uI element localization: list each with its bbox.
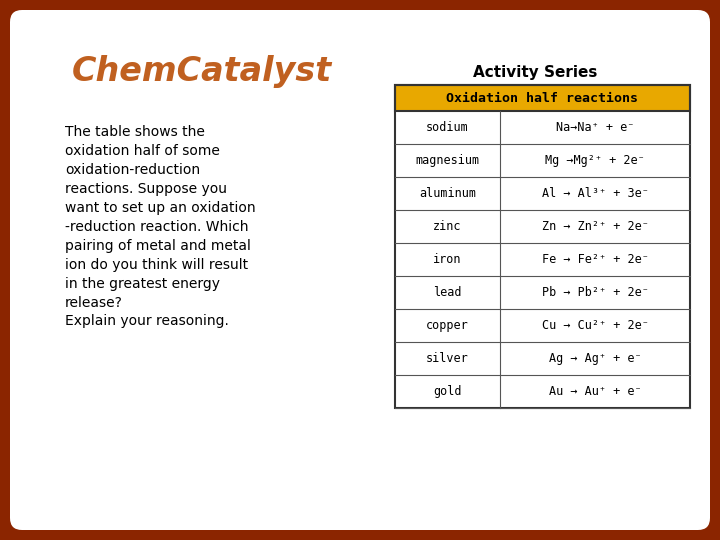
Text: Ag → Ag⁺ + e⁻: Ag → Ag⁺ + e⁻ xyxy=(549,352,642,365)
Text: Au → Au⁺ + e⁻: Au → Au⁺ + e⁻ xyxy=(549,385,642,398)
Bar xyxy=(395,85,690,111)
Text: ◂◂: ◂◂ xyxy=(639,519,652,532)
Text: ChemCatalyst: ChemCatalyst xyxy=(72,56,332,89)
Bar xyxy=(395,210,690,243)
Text: Zn → Zn²⁺ + 2e⁻: Zn → Zn²⁺ + 2e⁻ xyxy=(541,220,649,233)
Bar xyxy=(395,85,690,111)
Text: aluminum: aluminum xyxy=(419,187,476,200)
Text: lead: lead xyxy=(433,286,462,299)
Bar xyxy=(395,177,690,210)
Text: Na→Na⁺ + e⁻: Na→Na⁺ + e⁻ xyxy=(556,121,634,134)
Text: Cu → Cu²⁺ + 2e⁻: Cu → Cu²⁺ + 2e⁻ xyxy=(541,319,649,332)
Text: Mg →Mg²⁺ + 2e⁻: Mg →Mg²⁺ + 2e⁻ xyxy=(545,154,645,167)
Text: Fe → Fe²⁺ + 2e⁻: Fe → Fe²⁺ + 2e⁻ xyxy=(541,253,649,266)
Bar xyxy=(395,276,690,309)
Bar xyxy=(395,144,690,177)
Text: The table shows the
oxidation half of some
oxidation-reduction
reactions. Suppos: The table shows the oxidation half of so… xyxy=(65,125,256,328)
Bar xyxy=(395,309,690,342)
Text: gold: gold xyxy=(433,385,462,398)
Bar xyxy=(395,243,690,276)
Text: magnesium: magnesium xyxy=(415,154,480,167)
Text: Al → Al³⁺ + 3e⁻: Al → Al³⁺ + 3e⁻ xyxy=(541,187,649,200)
Text: iron: iron xyxy=(433,253,462,266)
Text: silver: silver xyxy=(426,352,469,365)
Text: Activity Series: Activity Series xyxy=(473,64,597,79)
Bar xyxy=(395,111,690,144)
Text: ◂: ◂ xyxy=(665,519,671,532)
Bar xyxy=(395,375,690,408)
Text: zinc: zinc xyxy=(433,220,462,233)
Text: copper: copper xyxy=(426,319,469,332)
Text: Pb → Pb²⁺ + 2e⁻: Pb → Pb²⁺ + 2e⁻ xyxy=(541,286,649,299)
Bar xyxy=(395,85,690,408)
FancyBboxPatch shape xyxy=(10,10,710,530)
Text: sodium: sodium xyxy=(426,121,469,134)
Text: ▸: ▸ xyxy=(687,519,693,532)
Text: Oxidation half reactions: Oxidation half reactions xyxy=(446,91,639,105)
Bar xyxy=(395,342,690,375)
